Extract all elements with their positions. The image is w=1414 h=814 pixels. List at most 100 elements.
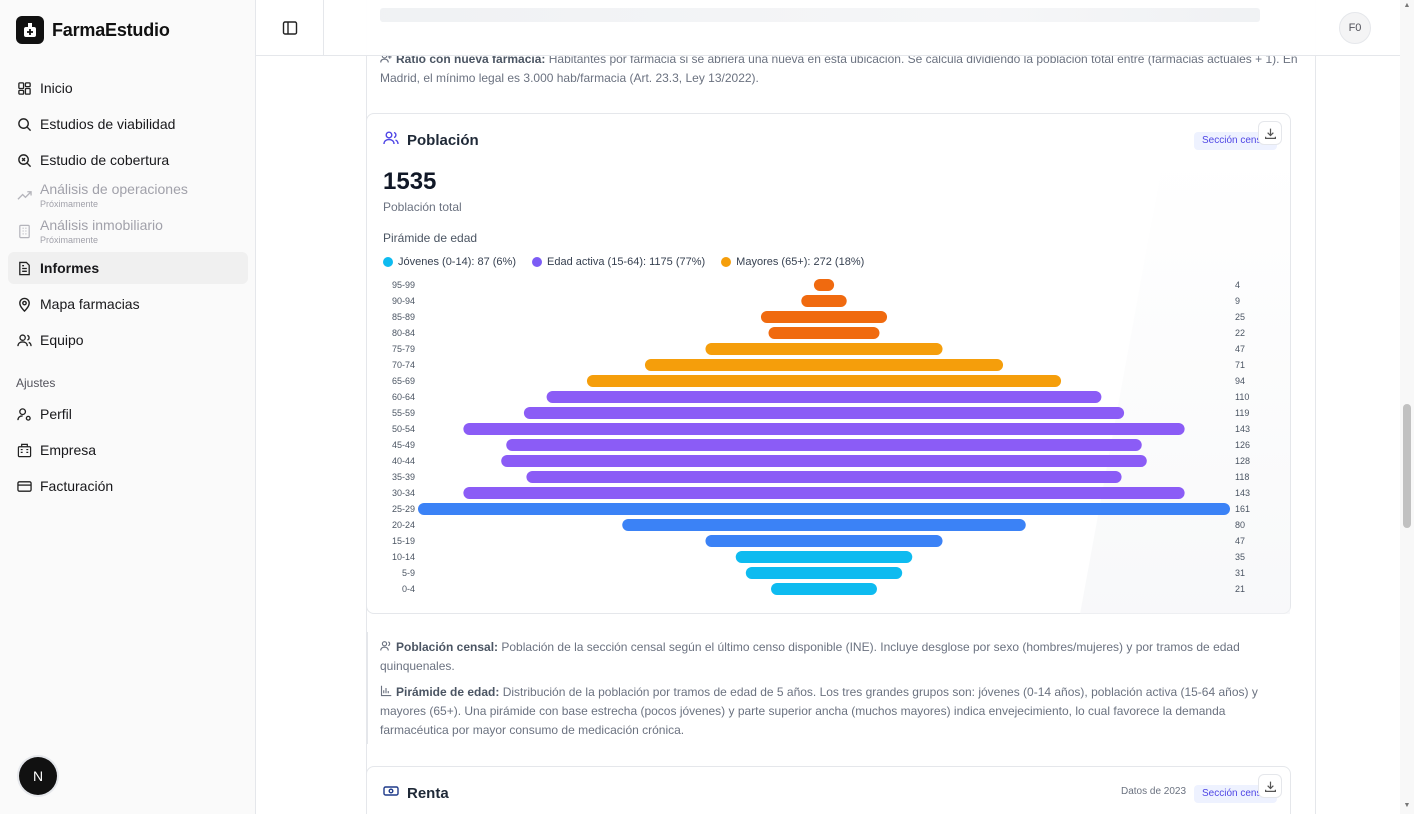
sidebar-item-inicio[interactable]: Inicio: [8, 72, 248, 104]
pyramid-bar-20-24: [622, 519, 1026, 531]
piramide-note-text: Distribución de la población por tramos …: [380, 685, 1258, 737]
pyramid-bar-10-14: [735, 551, 913, 563]
faded-previous-text: [380, 8, 1260, 22]
pyramid-bar-50-54: [463, 423, 1185, 435]
pyramid-bar-55-59: [523, 407, 1125, 419]
company-icon: [16, 442, 32, 458]
users-icon: [16, 332, 32, 348]
legend-item-jovenes: Jóvenes (0-14): 87 (6%): [383, 256, 516, 268]
coming-soon-label: Próximamente: [40, 198, 99, 209]
sidebar-item-label: Informes: [40, 259, 100, 276]
pyramid-bar-90-94: [801, 295, 847, 307]
sidebar-item-label: Perfil: [40, 405, 72, 422]
pyramid-age-label: 40-44: [392, 456, 415, 466]
pyramid-age-label: 5-9: [402, 568, 415, 578]
pyramid-value-label: 22: [1235, 328, 1245, 338]
legend-dot: [532, 257, 542, 267]
sidebar: FarmaEstudio Inicio Estudios de viabilid…: [0, 0, 256, 814]
sidebar-item-equipo[interactable]: Equipo: [8, 324, 248, 356]
pyramid-age-label: 25-29: [392, 504, 415, 514]
download-icon: [1264, 128, 1276, 139]
sidebar-item-perfil[interactable]: Perfil: [8, 398, 248, 430]
pyramid-value-label: 35: [1235, 552, 1245, 562]
legend-label: Jóvenes (0-14): 87 (6%): [398, 256, 516, 268]
pyramid-bar-85-89: [760, 311, 888, 323]
pyramid-bar-35-39: [526, 471, 1122, 483]
pyramid-value-label: 119: [1235, 408, 1249, 418]
seccion-censal-badge: Sección censal: [1194, 132, 1278, 150]
building-icon: [16, 223, 32, 239]
sidebar-item-empresa[interactable]: Empresa: [8, 434, 248, 466]
settings-section-label: Ajustes: [16, 376, 56, 390]
pyramid-bar-65-69: [586, 375, 1062, 387]
map-pin-icon: [16, 296, 32, 312]
users-icon: [380, 639, 393, 651]
scroll-up-arrow[interactable]: ▲: [1403, 2, 1411, 9]
pyramid-bar-0-4: [771, 583, 877, 595]
pyramid-age-label: 10-14: [392, 552, 415, 562]
pyramid-value-label: 47: [1235, 536, 1245, 546]
pyramid-value-label: 161: [1235, 504, 1250, 514]
bar-chart-icon: [380, 684, 393, 697]
sidebar-nav: Inicio Estudios de viabilidad Estudio de…: [8, 72, 248, 506]
scroll-down-arrow[interactable]: ▼: [1403, 802, 1411, 809]
censal-note: Población censal: Población de la secció…: [380, 638, 1280, 676]
search-coverage-icon: [16, 152, 32, 168]
pyramid-bar-70-74: [644, 359, 1004, 371]
download-button[interactable]: [1258, 774, 1282, 798]
sidebar-item-inmobiliario: Análisis inmobiliario Próximamente: [8, 216, 248, 248]
sidebar-item-label: Inicio: [40, 79, 73, 96]
sidebar-toggle-button[interactable]: [256, 0, 324, 56]
pyramid-age-label: 30-34: [392, 488, 415, 498]
pyramid-value-label: 128: [1235, 456, 1250, 466]
panel-left-icon: [282, 21, 297, 35]
pyramid-value-label: 71: [1235, 360, 1245, 370]
sidebar-item-label: Mapa farmacias: [40, 295, 140, 312]
pyramid-legend: Jóvenes (0-14): 87 (6%) Edad activa (15-…: [383, 256, 864, 268]
pyramid-value-label: 4: [1235, 280, 1240, 290]
pyramid-bar-95-99: [813, 279, 835, 291]
pyramid-bar-45-49: [506, 439, 1142, 451]
pyramid-bar-75-79: [705, 343, 943, 355]
sidebar-item-mapa[interactable]: Mapa farmacias: [8, 288, 248, 320]
censal-note-text: Población de la sección censal según el …: [380, 640, 1240, 673]
users-icon: [383, 130, 399, 150]
coming-soon-label: Próximamente: [40, 234, 99, 245]
brand[interactable]: FarmaEstudio: [16, 16, 170, 44]
pyramid-age-label: 90-94: [392, 296, 415, 306]
piramide-note: Pirámide de edad: Distribución de la pob…: [380, 683, 1280, 740]
legend-dot: [721, 257, 732, 267]
topbar: F0: [256, 0, 1400, 56]
pyramid-age-label: 65-69: [392, 376, 415, 386]
user-avatar[interactable]: F0: [1339, 12, 1371, 44]
sidebar-item-viabilidad[interactable]: Estudios de viabilidad: [8, 108, 248, 140]
censal-note-title: Población censal:: [396, 640, 499, 654]
poblacion-card: Población Sección censal 1535 Población …: [366, 113, 1291, 614]
framework-badge-button[interactable]: N: [19, 757, 57, 795]
sidebar-item-label: Análisis inmobiliario: [40, 217, 163, 233]
page-scrollbar[interactable]: ▲ ▼: [1400, 0, 1414, 814]
legend-item-activa: Edad activa (15-64): 1175 (77%): [532, 256, 705, 268]
pyramid-age-label: 20-24: [392, 520, 415, 530]
card-title-text: Renta: [407, 784, 449, 802]
sidebar-item-cobertura[interactable]: Estudio de cobertura: [8, 144, 248, 176]
pyramid-value-label: 31: [1235, 568, 1245, 578]
legend-dot: [383, 257, 393, 267]
pyramid-bar-5-9: [745, 567, 903, 579]
dashboard-icon: [16, 80, 32, 96]
sidebar-item-informes[interactable]: Informes: [8, 252, 248, 284]
poblacion-card-title: Población: [383, 130, 479, 150]
pyramid-bar-40-44: [501, 455, 1147, 467]
pyramid-age-label: 15-19: [392, 536, 415, 546]
brand-name: FarmaEstudio: [52, 19, 170, 40]
piramide-note-title: Pirámide de edad:: [396, 685, 500, 699]
sidebar-item-label: Facturación: [40, 477, 114, 494]
sidebar-item-facturacion[interactable]: Facturación: [8, 470, 248, 502]
renta-card: Renta Datos de 2023 Sección censal: [366, 766, 1291, 814]
download-button[interactable]: [1258, 121, 1282, 145]
pyramid-age-label: 75-79: [392, 344, 415, 354]
pyramid-age-label: 45-49: [392, 440, 415, 450]
scrollbar-thumb[interactable]: [1403, 404, 1411, 528]
sidebar-item-label: Empresa: [40, 441, 97, 458]
